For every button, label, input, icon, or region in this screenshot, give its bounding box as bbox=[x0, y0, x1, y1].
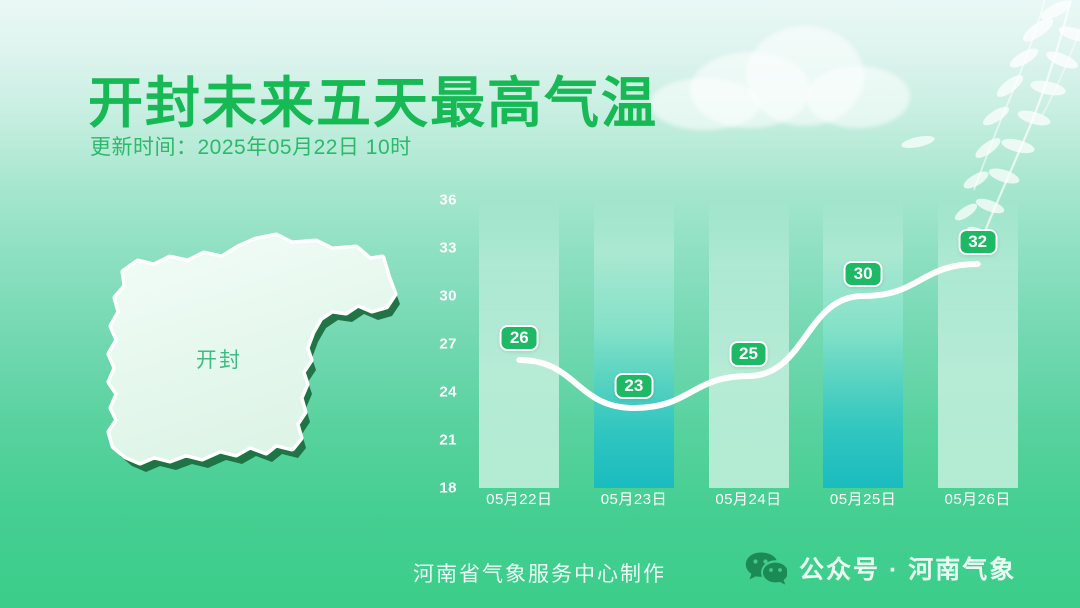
temperature-badge: 32 bbox=[958, 229, 998, 255]
temperature-line bbox=[516, 261, 981, 411]
y-axis-tick: 33 bbox=[439, 239, 457, 257]
kaifeng-map bbox=[70, 232, 430, 492]
update-time-text: 更新时间：2025年05月22日 10时 bbox=[90, 136, 412, 159]
wechat-branding[interactable]: 公众号 · 河南气象 bbox=[745, 550, 1016, 586]
cloud-decoration bbox=[650, 22, 910, 130]
x-axis: 05月22日 05月23日 05月24日 05月25日 05月26日 bbox=[462, 488, 1035, 518]
y-axis-tick: 27 bbox=[439, 335, 457, 353]
temperature-badge: 25 bbox=[729, 341, 768, 367]
y-axis-tick: 24 bbox=[439, 383, 457, 401]
x-axis-label: 05月25日 bbox=[829, 491, 897, 508]
y-axis-tick: 30 bbox=[439, 287, 457, 305]
temperature-badge: 26 bbox=[499, 325, 539, 351]
y-axis: 36 33 30 27 24 21 18 bbox=[415, 192, 461, 497]
x-axis-label: 05月22日 bbox=[486, 491, 553, 508]
footer-credit: 河南省气象服务中心制作 bbox=[413, 563, 666, 586]
temperature-badge: 30 bbox=[843, 261, 883, 287]
temperature-badge: 23 bbox=[614, 373, 654, 399]
map-region-label: 开封 bbox=[196, 349, 242, 372]
x-axis-label: 05月24日 bbox=[715, 491, 782, 508]
temperature-chart: 36 33 30 27 24 21 18 26 23 25 30 32 05月22日 05月23日 05… bbox=[415, 192, 1035, 518]
y-axis-tick: 18 bbox=[439, 479, 457, 497]
wechat-label: 公众号 · 河南气象 bbox=[799, 556, 1017, 584]
x-axis-label: 05月26日 bbox=[944, 491, 1011, 508]
chart-bar bbox=[823, 200, 904, 488]
y-axis-tick: 36 bbox=[439, 191, 457, 209]
kaifeng-map-shape bbox=[106, 232, 400, 472]
y-axis-tick: 21 bbox=[439, 431, 457, 449]
x-axis-label: 05月23日 bbox=[600, 491, 668, 508]
wechat-icon bbox=[745, 552, 787, 585]
chart-bar bbox=[593, 200, 674, 488]
page-title: 开封未来五天最高气温 bbox=[88, 72, 659, 134]
